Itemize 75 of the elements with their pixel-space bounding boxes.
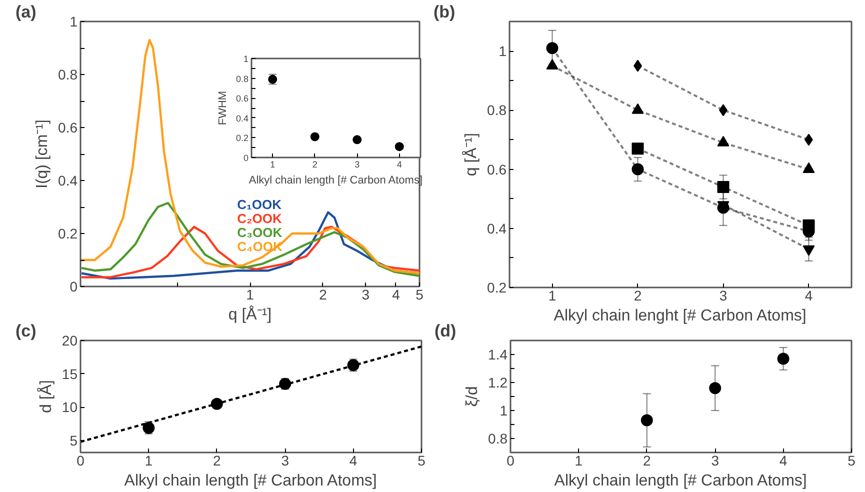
- point: [632, 103, 644, 114]
- y-tick-label: 0.4: [236, 113, 249, 124]
- y-tick-label: 15: [62, 366, 78, 382]
- x-tick-label: 3: [711, 452, 720, 468]
- y-tick-label: 0.2: [487, 280, 507, 296]
- y-tick-label: 0.8: [58, 66, 78, 82]
- y-tick-label: 0.6: [487, 161, 507, 178]
- y-axis-title: ξ/d: [464, 386, 482, 407]
- y-tick-label: 0: [243, 153, 249, 163]
- x-tick-label: 2: [213, 452, 222, 468]
- point: [394, 142, 404, 152]
- y-axis-title: I(q) [cm⁻¹]: [34, 119, 52, 188]
- text: C₁OOK: [237, 197, 282, 212]
- point: [709, 382, 722, 394]
- y-tick-label: 5: [70, 432, 78, 448]
- x-axis-title: q [Å⁻¹]: [228, 306, 272, 324]
- x-tick-label: 3: [719, 288, 728, 304]
- x-tick-label: 5: [848, 452, 856, 468]
- y-tick-label: 0.2: [58, 226, 78, 242]
- y-tick-label: 0.4: [487, 220, 507, 236]
- x-axis-title: Alkyl chain length [# Carbon Atoms]: [554, 472, 807, 490]
- y-tick-label: 0.8: [236, 74, 249, 84]
- y-axis-title: FWHM: [216, 90, 229, 126]
- chart-title: (a): [16, 2, 36, 22]
- x-tick-label: 1: [548, 288, 556, 304]
- x-tick-label: 2: [643, 452, 652, 468]
- y-tick-label: 1: [243, 54, 249, 64]
- x-tick-label: 2: [634, 288, 642, 304]
- x-tick-label: 4: [779, 452, 788, 468]
- y-tick-label: 1: [500, 402, 508, 418]
- y-tick-label: 1.2: [488, 374, 508, 390]
- x-tick-label: 3: [354, 160, 360, 170]
- y-tick-label: 1.4: [488, 346, 508, 362]
- x-tick-label: 2: [319, 286, 328, 302]
- y-tick-label: 0.8: [487, 102, 507, 118]
- x-axis-title: Alkyl chain lenght [# Carbon Atoms]: [554, 308, 806, 324]
- x-tick-label: 2: [312, 160, 318, 170]
- x-tick-label: 1: [270, 160, 276, 170]
- x-tick-label: 3: [281, 452, 290, 468]
- y-tick-label: 10: [62, 399, 78, 416]
- point: [310, 132, 320, 142]
- point: [546, 42, 558, 54]
- point: [640, 414, 653, 426]
- point: [352, 135, 362, 144]
- chart-title: (c): [16, 322, 36, 340]
- y-tick-label: 1: [70, 14, 78, 30]
- point: [632, 163, 644, 176]
- x-axis-title: Alkyl chain length [# Carbon Atoms]: [124, 472, 377, 490]
- x-tick-label: 4: [349, 452, 358, 468]
- x-tick-label: 4: [396, 160, 402, 170]
- point: [546, 58, 558, 70]
- x-tick-label: 5: [418, 452, 426, 468]
- point: [717, 181, 730, 194]
- y-tick-label: 0.6: [58, 120, 78, 136]
- text: C₂OOK: [237, 211, 283, 226]
- chart-title: (b): [434, 2, 456, 22]
- y-axis-title: q [Å⁻¹]: [462, 132, 480, 176]
- point: [210, 398, 223, 410]
- y-tick-label: 1: [498, 43, 507, 60]
- chart-title: (d): [434, 322, 456, 340]
- x-tick-label: 1: [144, 452, 153, 468]
- x-tick-label: 4: [804, 288, 813, 304]
- x-tick-label: 4: [392, 286, 400, 302]
- x-tick-label: 5: [416, 286, 424, 302]
- point: [777, 352, 790, 365]
- y-tick-label: 0.8: [488, 430, 508, 446]
- point: [632, 142, 644, 155]
- x-tick-label: 1: [574, 452, 583, 468]
- y-tick-label: 20: [62, 332, 78, 348]
- y-axis-title: d [Å]: [36, 380, 55, 413]
- y-tick-label: 0.6: [236, 94, 249, 104]
- y-tick-label: 0.2: [236, 133, 249, 144]
- y-tick-label: 0.4: [58, 172, 78, 188]
- series-label: C₃OOK: [237, 225, 283, 240]
- x-tick-label: 3: [362, 286, 370, 302]
